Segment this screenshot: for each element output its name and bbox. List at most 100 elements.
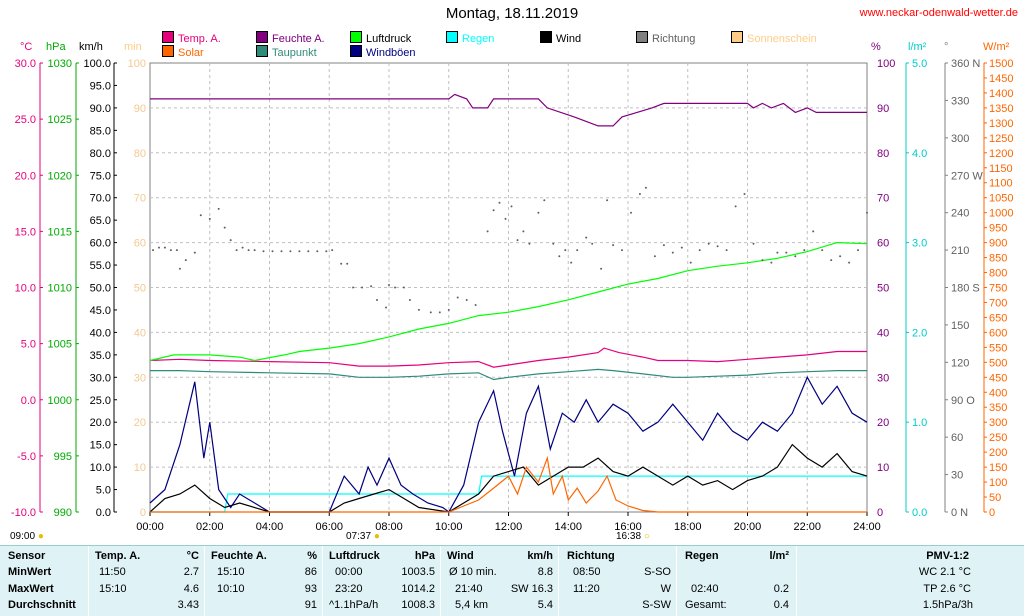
x-tick-label: 24:00 — [853, 521, 881, 533]
x-tick-label: 10:00 — [435, 521, 463, 533]
stats-row-max: MaxWert — [8, 583, 54, 595]
axis-temp-tick-label: 25.0 — [15, 114, 36, 126]
direction-point — [537, 211, 540, 214]
axis-pressure-tick-label: 995 — [54, 451, 72, 463]
stats-rain-max: 0.2 — [773, 583, 789, 595]
axis-wind-tick-label: 65.0 — [90, 215, 111, 227]
direction-point — [725, 249, 728, 252]
axis-temp-tick-label: -10.0 — [11, 507, 36, 519]
stats-col-pressure: Luftdruck hPa 00:00 1003.5 23:20 1014.2 … — [322, 546, 441, 616]
legend-swatch — [256, 31, 268, 43]
direction-point — [152, 249, 154, 252]
legend-label: Windböen — [366, 47, 416, 59]
axis-solar-tick-label: 600 — [989, 327, 1007, 339]
direction-point — [163, 246, 166, 249]
axis-rain-tick-label: 4.0 — [912, 148, 927, 160]
site-url-link[interactable]: www.neckar-odenwald-wetter.de — [859, 7, 1018, 19]
legend-swatch — [162, 31, 174, 43]
stats-dir-avg: S-SW — [642, 599, 671, 611]
direction-point — [671, 251, 674, 254]
legend-item: Feuchte A. — [256, 31, 325, 45]
x-tick-label: 16:00 — [614, 521, 642, 533]
stats-unit-humidity: % — [307, 550, 317, 562]
axis-pressure-tick-label: 990 — [54, 507, 72, 519]
stats-dir-max-time: 11:20 — [573, 583, 600, 595]
axis-wind-tick-label: 5.0 — [96, 485, 111, 497]
direction-point — [776, 251, 779, 254]
direction-point — [417, 308, 420, 311]
axis-temp-tick-label: 10.0 — [15, 283, 36, 295]
axis-sunshine-tick-label: 10 — [134, 462, 146, 474]
axis-sunshine-tick-label: 60 — [134, 238, 146, 250]
axis-solar-tick-label: 1100 — [989, 178, 1013, 190]
stats-head-humidity: Feuchte A. — [211, 550, 267, 562]
legend-swatch — [350, 45, 362, 57]
unit-solar: W/m² — [983, 41, 1010, 53]
stats-pmv-trend: 1.5hPa/3h — [922, 599, 973, 611]
series-luftdruck — [149, 241, 868, 362]
axis-humidity-tick-label: 100 — [877, 58, 895, 70]
axis-humidity-tick-label: 40 — [877, 327, 889, 339]
direction-point — [376, 299, 378, 301]
stats-wind-max-time: 21:40 — [455, 583, 483, 595]
series-taupunkt — [150, 368, 867, 381]
legend-item: Regen — [446, 31, 494, 45]
axis-solar-tick-label: 150 — [989, 462, 1007, 474]
direction-point — [821, 249, 824, 252]
legend-item: Luftdruck — [350, 31, 411, 45]
direction-point — [262, 250, 265, 253]
axis-pressure-tick-label: 1025 — [48, 114, 72, 126]
start-time: 09:00 ● — [10, 531, 44, 542]
stats-wind-avg-label: Ø 10 min. — [449, 566, 497, 578]
axis-direction-tick-label: 240 — [951, 208, 969, 220]
x-tick-label: 12:00 — [495, 521, 523, 533]
axis-rain-tick-label: 3.0 — [912, 238, 927, 250]
x-tick-label: 22:00 — [793, 521, 821, 533]
series-feuchte-a- — [150, 93, 867, 127]
axis-direction-tick-label: 330 — [951, 95, 969, 107]
direction-point — [528, 242, 531, 245]
direction-point — [193, 251, 196, 254]
axis-sunshine-tick-label: 50 — [134, 283, 146, 295]
direction-point — [785, 251, 788, 254]
direction-point — [803, 249, 806, 252]
direction-point — [630, 211, 632, 214]
stats-row-min: MinWert — [8, 566, 52, 578]
axis-humidity-tick-label: 10 — [877, 462, 889, 474]
stats-temp-min-time: 11:50 — [99, 566, 126, 578]
legend-item: Richtung — [636, 31, 695, 45]
axis-rain-tick-label: 5.0 — [912, 58, 927, 70]
direction-point — [857, 249, 859, 252]
direction-point — [761, 259, 764, 262]
stats-dir-min-time: 08:50 — [573, 566, 601, 578]
axis-solar-tick-label: 200 — [989, 447, 1007, 459]
axis-solar-tick-label: 800 — [989, 268, 1007, 280]
x-tick-label: 14:00 — [554, 521, 582, 533]
direction-point — [752, 242, 755, 245]
direction-point — [289, 250, 292, 253]
direction-point — [199, 214, 202, 217]
sunset-time: 16:38 ○ — [616, 531, 650, 542]
stats-unit-pressure: hPa — [414, 550, 435, 562]
direction-point — [743, 193, 746, 195]
direction-point — [576, 249, 579, 252]
axis-solar-tick-label: 400 — [989, 387, 1007, 399]
stats-col-pmv: PMV-1:2 WC 2.1 °C TP 2.6 °C 1.5hPa/3h — [796, 546, 1024, 616]
axis-solar-tick-label: 650 — [989, 312, 1007, 324]
direction-point — [689, 261, 692, 264]
stats-temp-max: 4.6 — [183, 583, 199, 595]
stats-hum-max-time: 10:10 — [217, 583, 245, 595]
axis-wind-tick-label: 45.0 — [90, 305, 111, 317]
direction-point — [638, 193, 641, 195]
direction-point — [552, 242, 555, 245]
direction-point — [716, 245, 719, 248]
legend-swatch — [446, 31, 458, 43]
axis-pressure-tick-label: 1030 — [48, 58, 72, 70]
axis-temp-tick-label: 5.0 — [21, 339, 36, 351]
stats-col-wind: Wind km/h Ø 10 min. 8.8 21:40 SW 16.3 5,… — [440, 546, 559, 616]
axis-wind-tick-label: 10.0 — [90, 462, 111, 474]
series-windb-en — [149, 375, 868, 513]
direction-point — [770, 261, 773, 264]
direction-point — [298, 250, 301, 253]
legend-swatch — [636, 31, 648, 43]
